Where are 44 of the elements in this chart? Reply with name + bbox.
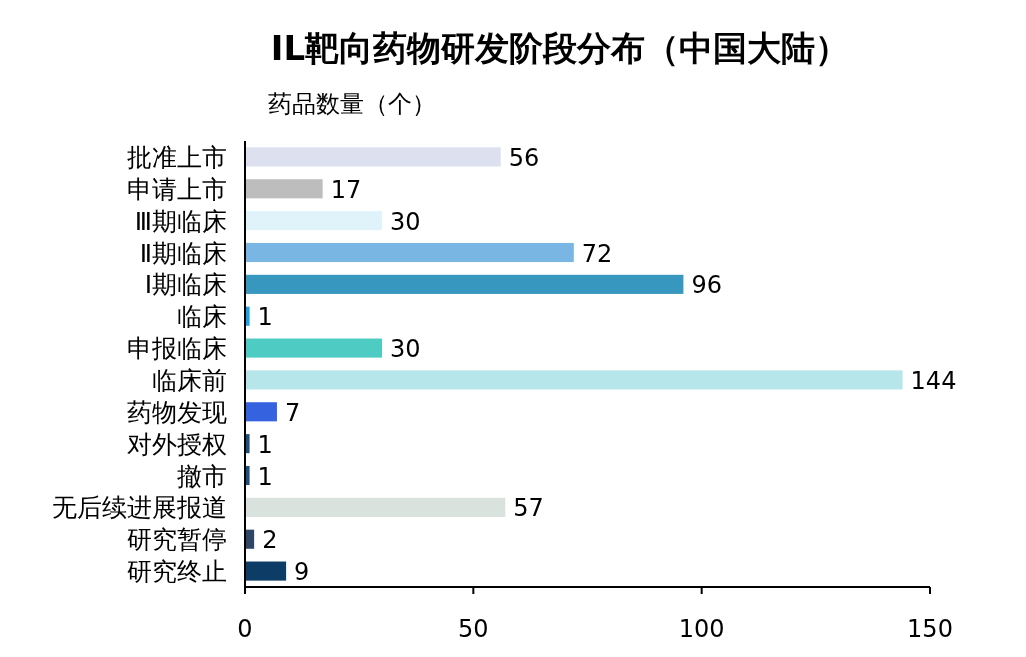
- data-label: 9: [294, 558, 310, 587]
- bar: [245, 211, 382, 231]
- bar: [245, 274, 684, 294]
- data-label: 17: [330, 175, 362, 204]
- data-label: 1: [257, 462, 273, 491]
- bar: [245, 370, 903, 390]
- y-tick-label: 撤市: [177, 461, 227, 491]
- data-label: 72: [581, 239, 613, 268]
- x-tick-label: 50: [458, 615, 489, 643]
- y-tick-label: 对外授权: [127, 429, 227, 459]
- bar: [245, 147, 501, 167]
- data-label: 57: [513, 494, 544, 523]
- y-tick-label: 申请上市: [127, 174, 227, 204]
- y-tick-label: 药物发现: [127, 397, 227, 427]
- y-tick-label: 临床前: [152, 365, 227, 395]
- bar: [245, 179, 323, 199]
- x-tick-label: 100: [678, 615, 725, 643]
- y-tick-label: 批准上市: [127, 142, 227, 172]
- data-label: 30: [390, 207, 421, 236]
- y-tick-label: 申报临床: [127, 334, 227, 364]
- bar: [245, 497, 506, 517]
- data-label: 7: [284, 398, 301, 427]
- bar: [245, 561, 287, 581]
- x-tick-label: 0: [237, 615, 253, 643]
- bar: [245, 242, 574, 263]
- x-tick-label: 150: [907, 615, 953, 643]
- data-label: 96: [691, 271, 722, 300]
- data-label: 2: [262, 526, 278, 555]
- y-tick-label: Ⅱ期临床: [139, 238, 227, 268]
- x-axis-title: 药品数量（个）: [268, 90, 436, 118]
- data-label: 56: [508, 143, 540, 172]
- y-tick-label: Ⅰ期临床: [144, 270, 227, 300]
- bar: [245, 338, 382, 358]
- y-tick-label: 研究终止: [127, 557, 227, 587]
- data-label: 144: [910, 366, 957, 395]
- data-label: 1: [257, 303, 273, 332]
- y-tick-label: Ⅲ期临床: [134, 206, 227, 236]
- y-tick-label: 临床: [177, 302, 227, 332]
- y-tick-label: 研究暂停: [127, 525, 227, 555]
- data-label: 1: [257, 430, 273, 459]
- data-label: 30: [390, 335, 421, 364]
- chart-title: IL靶向药物研发阶段分布（中国大陆）: [270, 28, 850, 68]
- y-tick-label: 无后续进展报道: [52, 493, 227, 523]
- bar: [245, 402, 277, 422]
